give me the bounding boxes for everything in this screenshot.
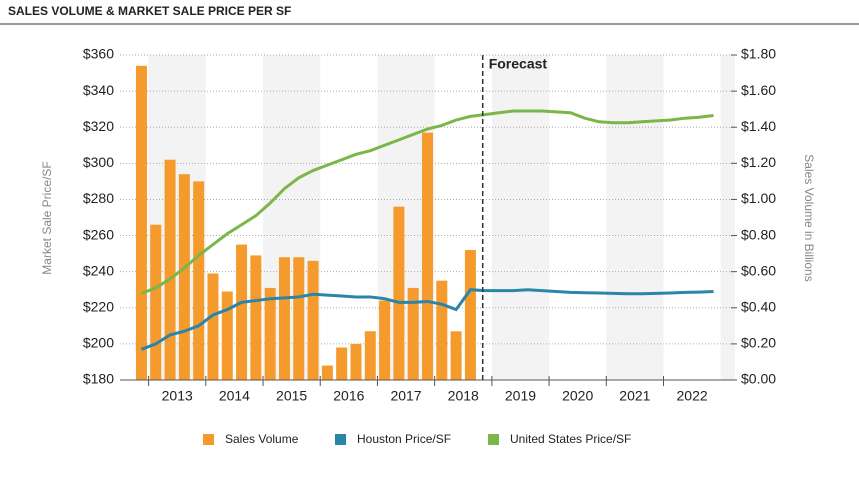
y-tick-label: $280 xyxy=(83,190,114,206)
y2-tick-label: $1.00 xyxy=(741,190,776,206)
x-tick-label: 2017 xyxy=(390,388,421,404)
x-tick-label: 2016 xyxy=(333,388,364,404)
x-tick-label: 2014 xyxy=(219,388,250,404)
bar xyxy=(264,287,276,380)
y2-tick-label: $0.40 xyxy=(741,298,776,314)
legend-label: United States Price/SF xyxy=(510,432,631,446)
bar xyxy=(150,224,162,380)
legend-swatch xyxy=(488,434,499,445)
year-band xyxy=(606,55,664,380)
bar xyxy=(178,174,190,380)
y-axis-label: Market Sale Price/SF xyxy=(40,161,54,274)
y-tick-label: $240 xyxy=(83,262,114,278)
chart-title: SALES VOLUME & MARKET SALE PRICE PER SF xyxy=(8,4,291,18)
x-tick-label: 2020 xyxy=(562,388,593,404)
legend-label: Sales Volume xyxy=(225,432,299,446)
bar xyxy=(336,347,348,380)
legend-swatch xyxy=(335,434,346,445)
x-tick-label: 2015 xyxy=(276,388,307,404)
bar xyxy=(278,257,290,380)
bar xyxy=(293,257,305,380)
bar xyxy=(422,132,433,380)
y-tick-label: $320 xyxy=(83,118,114,134)
line xyxy=(140,288,714,351)
y2-tick-label: $1.80 xyxy=(741,46,776,62)
bar xyxy=(221,291,233,380)
bar xyxy=(307,260,319,380)
y-tick-label: $260 xyxy=(83,226,114,242)
x-tick-label: 2021 xyxy=(619,388,650,404)
y-tick-label: $220 xyxy=(83,298,114,314)
bar xyxy=(450,331,462,380)
y-tick-label: $180 xyxy=(83,371,114,387)
y2-tick-label: $1.40 xyxy=(741,118,776,134)
y-tick-label: $360 xyxy=(83,46,114,62)
bar xyxy=(193,181,205,380)
y2-axis-label: Sales Volume in Billions xyxy=(802,154,816,281)
line xyxy=(140,109,714,295)
x-tick-label: 2018 xyxy=(448,388,479,404)
bar xyxy=(236,244,248,380)
legend-swatch xyxy=(203,434,214,445)
x-tick-label: 2019 xyxy=(505,388,536,404)
bar xyxy=(250,255,262,380)
x-tick-label: 2013 xyxy=(162,388,193,404)
y2-tick-label: $0.60 xyxy=(741,262,776,278)
bar xyxy=(407,287,419,380)
year-band xyxy=(720,55,735,380)
y2-tick-label: $1.20 xyxy=(741,154,776,170)
year-band xyxy=(491,55,550,380)
bar xyxy=(135,65,147,380)
y-tick-label: $340 xyxy=(83,82,114,98)
bar xyxy=(379,300,391,380)
bar xyxy=(164,159,176,380)
y2-tick-label: $0.00 xyxy=(741,371,776,387)
x-tick-label: 2022 xyxy=(677,388,708,404)
y2-tick-label: $0.20 xyxy=(741,335,776,351)
y-tick-label: $200 xyxy=(83,335,114,351)
legend-label: Houston Price/SF xyxy=(357,432,451,446)
bar xyxy=(207,273,219,380)
bar xyxy=(350,343,362,380)
bar xyxy=(364,331,376,380)
y2-tick-label: $0.80 xyxy=(741,226,776,242)
bar xyxy=(464,250,476,380)
bar xyxy=(393,206,405,380)
forecast-label: Forecast xyxy=(489,56,548,72)
bar xyxy=(436,280,448,380)
y-tick-label: $300 xyxy=(83,154,114,170)
y2-tick-label: $1.60 xyxy=(741,82,776,98)
bar xyxy=(321,365,333,380)
